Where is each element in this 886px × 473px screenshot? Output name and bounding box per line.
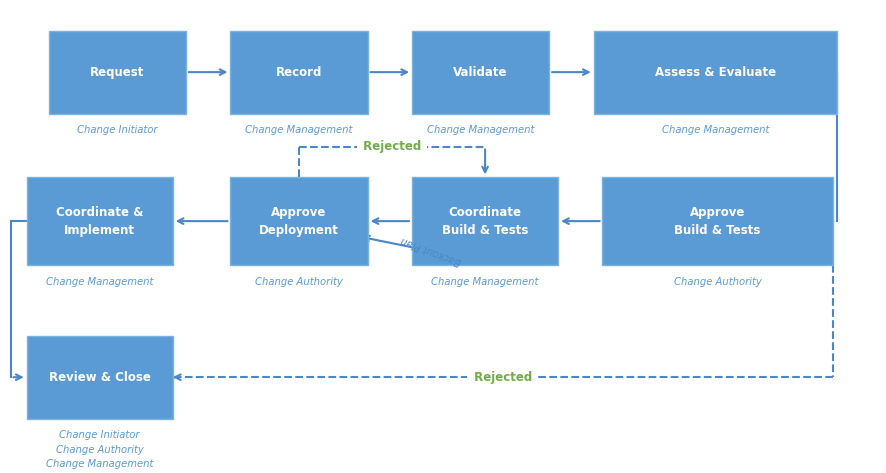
Text: Change Authority: Change Authority [673,277,762,287]
Text: Rejected: Rejected [470,371,536,384]
FancyBboxPatch shape [27,336,173,419]
Text: Request: Request [90,66,144,79]
FancyBboxPatch shape [412,177,558,265]
Text: Change Initiator: Change Initiator [77,125,158,135]
Text: Coordinate
Build & Tests: Coordinate Build & Tests [442,206,528,236]
Text: Change Authority: Change Authority [255,277,343,287]
Text: Change Initiator: Change Initiator [59,430,140,440]
Text: Change Management: Change Management [431,277,539,287]
Text: Backout Plan: Backout Plan [400,235,462,267]
FancyBboxPatch shape [594,31,837,114]
Text: Change Management: Change Management [662,125,769,135]
FancyBboxPatch shape [230,31,368,114]
Text: Approve
Deployment: Approve Deployment [259,206,339,236]
FancyBboxPatch shape [602,177,833,265]
Text: Change Management: Change Management [46,277,153,287]
Text: Assess & Evaluate: Assess & Evaluate [655,66,776,79]
FancyBboxPatch shape [412,31,549,114]
Text: Coordinate &
Implement: Coordinate & Implement [56,206,144,236]
Text: Review & Close: Review & Close [49,371,151,384]
Text: Record: Record [276,66,323,79]
FancyBboxPatch shape [49,31,186,114]
Text: Validate: Validate [454,66,508,79]
Text: Approve
Build & Tests: Approve Build & Tests [674,206,761,236]
Text: Change Management: Change Management [427,125,534,135]
Text: Change Authority: Change Authority [56,445,144,455]
Text: Rejected: Rejected [359,140,425,153]
Text: Change Management: Change Management [245,125,353,135]
Text: Change Management: Change Management [46,459,153,469]
FancyBboxPatch shape [27,177,173,265]
FancyBboxPatch shape [230,177,368,265]
